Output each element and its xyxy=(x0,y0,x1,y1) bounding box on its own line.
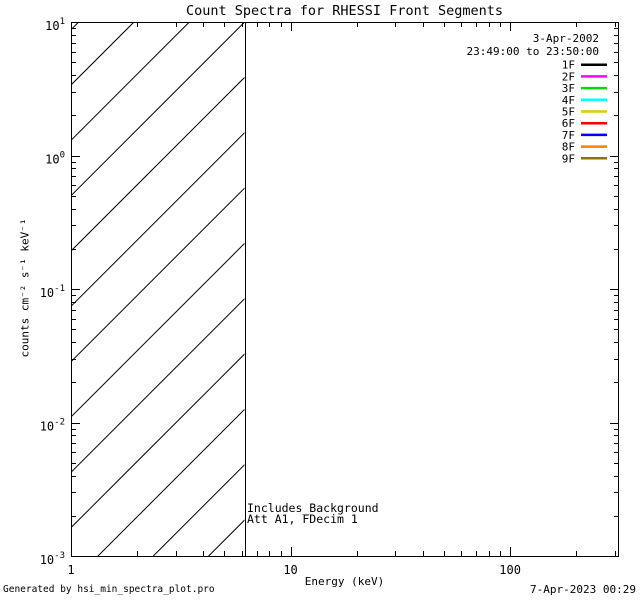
y-tick-label: 101 xyxy=(45,17,65,33)
legend-entry-label: 1F xyxy=(562,59,575,72)
x-tick-label: 1 xyxy=(67,563,74,577)
footer-datetime: 7-Apr-2023 00:29 xyxy=(530,583,636,596)
legend-entry-label: 4F xyxy=(562,94,575,107)
y-axis-title: counts cm⁻² s⁻¹ keV⁻¹ xyxy=(18,218,32,358)
legend-entry-label: 5F xyxy=(562,106,575,119)
axis-ticks xyxy=(71,22,618,557)
y-tick-label: 10-1 xyxy=(40,284,65,300)
annotation-includes-background: Includes_Background xyxy=(247,501,379,515)
legend-entry-label: 6F xyxy=(562,117,575,130)
annotation-attenuator-state: Att A1, FDecim 1 xyxy=(247,512,358,526)
y-tick-label: 10-2 xyxy=(40,418,65,434)
legend-date: 3-Apr-2002 xyxy=(533,32,599,45)
y-tick-label: 10-3 xyxy=(40,551,65,567)
legend-entry-label: 9F xyxy=(562,152,575,165)
legend-time-range: 23:49:00 to 23:50:00 xyxy=(467,45,599,58)
x-axis-title: Energy (keV) xyxy=(304,575,385,588)
footer-generated-by: Generated by hsi_min_spectra_plot.pro xyxy=(3,584,215,595)
x-tick-label: 10 xyxy=(283,563,297,577)
legend-entry-label: 7F xyxy=(562,129,575,142)
legend-entry-label: 8F xyxy=(562,141,575,154)
hatched-region xyxy=(71,22,245,556)
plot-frame xyxy=(71,22,619,557)
legend-entry-label: 3F xyxy=(562,82,575,95)
x-tick-label: 100 xyxy=(499,563,521,577)
y-tick-label: 100 xyxy=(45,151,65,167)
legend-entry-label: 2F xyxy=(562,70,575,83)
chart-title: Count Spectra for RHESSI Front Segments xyxy=(186,3,503,19)
